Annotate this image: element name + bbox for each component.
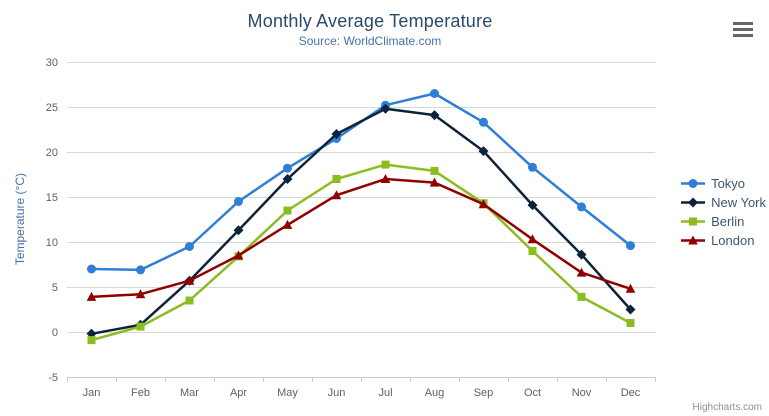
legend-item-label: New York <box>711 195 766 210</box>
svg-text:Jun: Jun <box>328 387 346 399</box>
legend-item-label: London <box>711 233 755 248</box>
svg-text:10: 10 <box>46 237 58 249</box>
svg-text:Dec: Dec <box>621 387 641 399</box>
legend-item-label: Tokyo <box>711 176 746 191</box>
svg-text:May: May <box>277 387 298 399</box>
svg-text:30: 30 <box>46 57 58 69</box>
legend-item-new-york[interactable]: New York <box>680 195 766 210</box>
svg-text:Feb: Feb <box>131 387 150 399</box>
svg-text:Jul: Jul <box>378 387 392 399</box>
legend-item-label: Berlin <box>711 214 745 229</box>
legend-item-london[interactable]: London <box>680 233 766 248</box>
y-axis-title-wrap: Temperature (°C) <box>10 62 30 377</box>
square-series-marker-icon <box>681 217 706 226</box>
svg-text:Jan: Jan <box>83 387 101 399</box>
svg-text:Sep: Sep <box>474 387 494 399</box>
svg-text:Apr: Apr <box>230 387 247 399</box>
svg-text:Oct: Oct <box>524 387 541 399</box>
svg-text:25: 25 <box>46 102 58 114</box>
diamond-series-marker-icon <box>681 197 706 208</box>
svg-text:20: 20 <box>46 147 58 159</box>
legend-item-tokyo[interactable]: Tokyo <box>680 176 766 191</box>
legend: Tokyo New York Berlin London <box>680 176 766 248</box>
export-menu-button[interactable] <box>732 21 754 38</box>
svg-text:0: 0 <box>52 327 58 339</box>
hamburger-icon <box>733 22 753 25</box>
svg-text:Nov: Nov <box>572 387 592 399</box>
circle-series-marker-icon <box>681 179 706 188</box>
triangle-series-marker-icon <box>681 235 706 245</box>
legend-item-berlin[interactable]: Berlin <box>680 214 766 229</box>
svg-text:Mar: Mar <box>180 387 199 399</box>
svg-text:15: 15 <box>46 192 58 204</box>
y-axis-title: Temperature (°C) <box>13 173 27 266</box>
chart-title: Monthly Average Temperature <box>247 11 493 31</box>
credits-link[interactable]: Highcharts.com <box>692 402 762 413</box>
svg-text:Aug: Aug <box>425 387 445 399</box>
svg-text:5: 5 <box>52 282 58 294</box>
chart-subtitle: Source: WorldClimate.com <box>298 34 442 48</box>
svg-text:-5: -5 <box>48 372 58 384</box>
